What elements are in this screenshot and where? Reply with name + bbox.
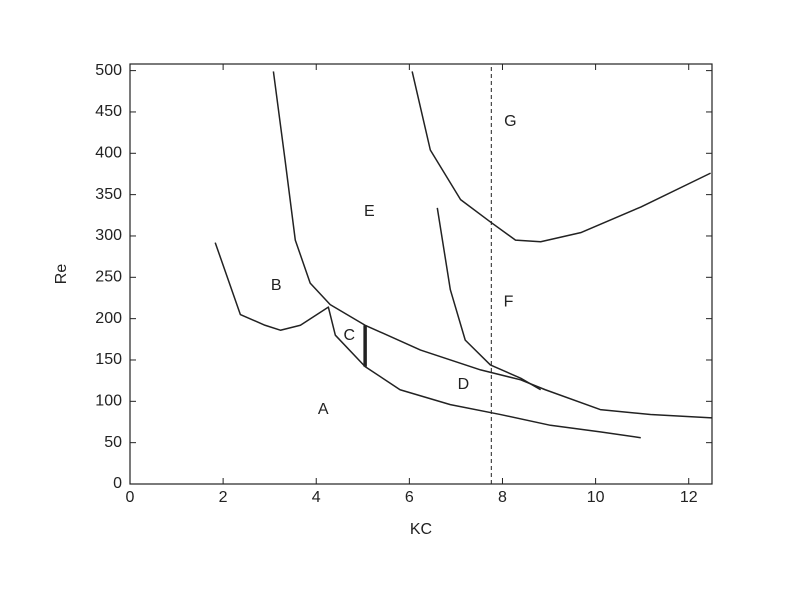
region-label: B (271, 277, 282, 294)
curve (272, 71, 713, 419)
curve (214, 242, 641, 439)
y-tick-label: 200 (95, 310, 122, 327)
y-tick-label: 0 (113, 475, 122, 492)
curve (436, 207, 542, 391)
x-tick-label: 10 (587, 489, 605, 506)
y-tick-label: 300 (95, 227, 122, 244)
region-label: C (344, 327, 356, 344)
region-label: E (364, 203, 375, 220)
region-label: F (504, 293, 514, 310)
x-tick-label: 8 (498, 489, 507, 506)
y-tick-label: 150 (95, 351, 122, 368)
x-tick-label: 0 (126, 489, 135, 506)
y-tick-label: 350 (95, 186, 122, 203)
region-label: A (318, 401, 329, 418)
y-tick-label: 250 (95, 269, 122, 286)
region-label: D (458, 376, 470, 393)
x-tick-label: 4 (312, 489, 321, 506)
x-tick-label: 12 (680, 489, 698, 506)
y-tick-label: 400 (95, 145, 122, 162)
y-axis-label: Re (53, 264, 70, 285)
y-tick-label: 500 (95, 62, 122, 79)
plot-frame (129, 63, 713, 485)
y-tick-label: 100 (95, 393, 122, 410)
x-axis-label: KC (410, 521, 432, 538)
region-label: G (504, 113, 516, 130)
x-tick-label: 2 (219, 489, 228, 506)
x-tick-label: 6 (405, 489, 414, 506)
y-tick-label: 450 (95, 103, 122, 120)
curve (411, 71, 711, 243)
y-tick-label: 50 (104, 434, 122, 451)
